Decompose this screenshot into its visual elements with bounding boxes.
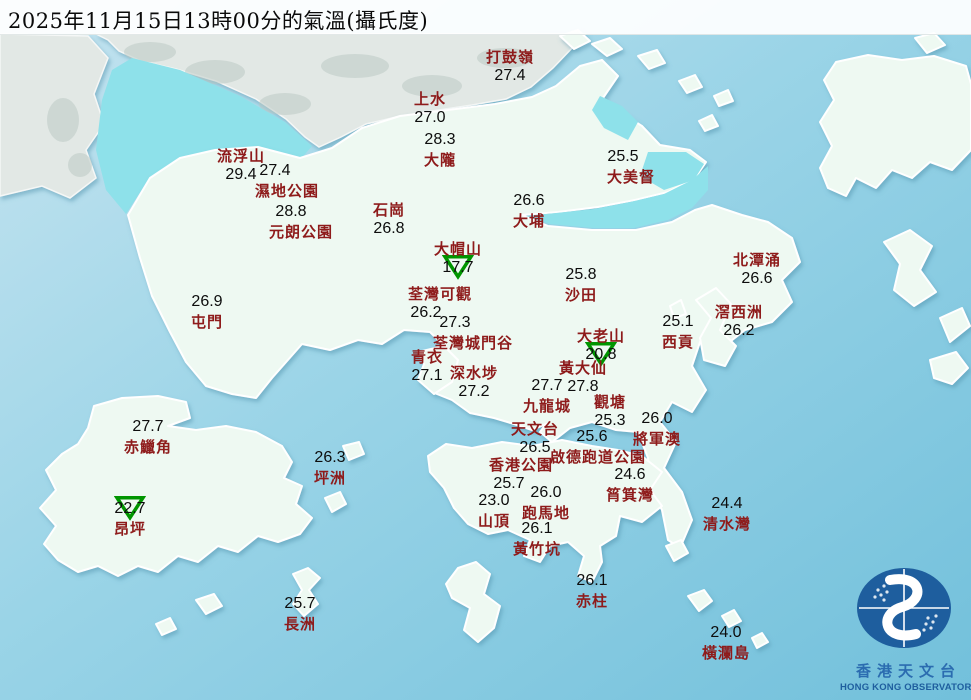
hko-logo: 香港天文台 HONG KONG OBSERVATORY bbox=[840, 564, 971, 693]
inner-bays bbox=[526, 96, 708, 228]
deep-bay-water bbox=[96, 58, 312, 214]
logo-text-en: HONG KONG OBSERVATORY bbox=[840, 682, 971, 693]
title-bar: 2025年11月15日13時00分的氣溫(攝氏度) bbox=[0, 0, 971, 35]
urban-texture bbox=[47, 42, 533, 177]
land-masses bbox=[39, 29, 971, 649]
observatory-logo-icon bbox=[857, 568, 951, 648]
page-title: 2025年11月15日13時00分的氣溫(攝氏度) bbox=[8, 9, 429, 33]
logo-text-zh: 香港天文台 bbox=[855, 662, 961, 680]
